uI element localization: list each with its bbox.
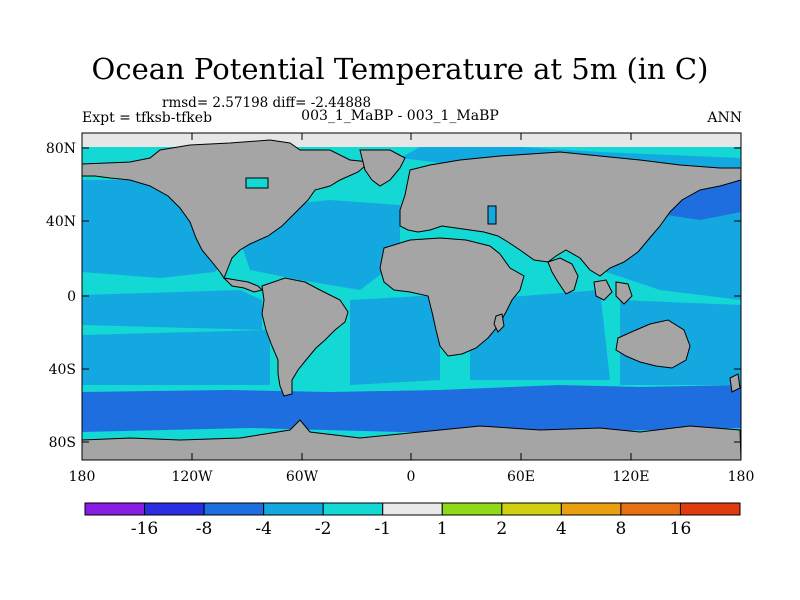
new-zealand [729,373,741,393]
south-atlantic-anomaly [350,295,440,385]
lat-label: 80S [49,435,76,451]
north-america [82,139,372,280]
colorbar-label: 1 [437,519,448,539]
colorbar-label: -16 [131,519,158,539]
land-masses [82,139,741,460]
colorbar-swatch [382,502,443,516]
tropical-pacific-anomaly [82,290,262,330]
latitude-axis: 80N 40N 0 40S 80S [46,141,741,451]
lat-label: 0 [67,289,76,305]
central-america [222,277,263,293]
colorbar-swatch [263,502,324,516]
map-field [82,133,741,460]
caspian-sea [487,205,497,225]
colorbar-label: 2 [496,519,507,539]
lon-label: 0 [407,469,416,485]
colorbar: -16 -8 -4 -2 -1 1 2 4 8 16 [84,502,741,539]
antarctica [82,419,741,460]
colorbar-swatch [560,502,622,516]
lat-label: 40N [46,214,76,230]
maritime-continent [593,279,633,305]
lon-label: 120W [171,469,213,485]
colorbar-swatch [620,502,681,516]
colorbar-label: -1 [374,519,391,539]
colorbar-swatch [679,502,741,516]
colorbar-label: -8 [196,519,213,539]
lat-label: 80N [46,141,76,157]
india [547,257,579,295]
lon-label: 60E [507,469,535,485]
madagascar [493,313,505,333]
south-pacific-anomaly [82,330,270,385]
colorbar-label: 16 [670,519,692,539]
lon-label: 180 [728,469,755,485]
colorbar-label: 8 [615,519,626,539]
lon-label: 180 [69,469,96,485]
experiment-label: Expt = tfksb-tfkeb [82,110,213,126]
colorbar-label: -2 [315,519,332,539]
australia [615,319,691,369]
rmsd-diff-stats: rmsd= 2.57198 diff= -2.44888 [162,95,372,111]
hudson-bay [245,177,269,189]
colorbar-swatch [441,502,503,516]
africa [379,237,525,357]
longitude-axis: 180 120W 60W 0 60E 120E 180 [69,133,755,485]
colorbar-swatch [203,502,265,516]
lon-label: 60W [286,469,319,485]
case-subtitle: 003_1_MaBP - 003_1_MaBP [301,108,499,124]
lat-label: 40S [49,362,76,378]
south-america [261,277,349,397]
colorbar-swatch [84,502,146,516]
eurasia [399,151,741,277]
plot-title: Ocean Potential Temperature at 5m (in C) [91,52,709,86]
colorbar-swatch [322,502,384,516]
colorbar-label: -4 [255,519,272,539]
colorbar-swatch [501,502,562,516]
lon-label: 120E [613,469,650,485]
colorbar-label: 4 [556,519,567,539]
greenland [359,149,406,187]
colorbar-swatch [144,502,205,516]
southern-ocean-cold [82,385,741,432]
season-label: ANN [707,110,742,126]
